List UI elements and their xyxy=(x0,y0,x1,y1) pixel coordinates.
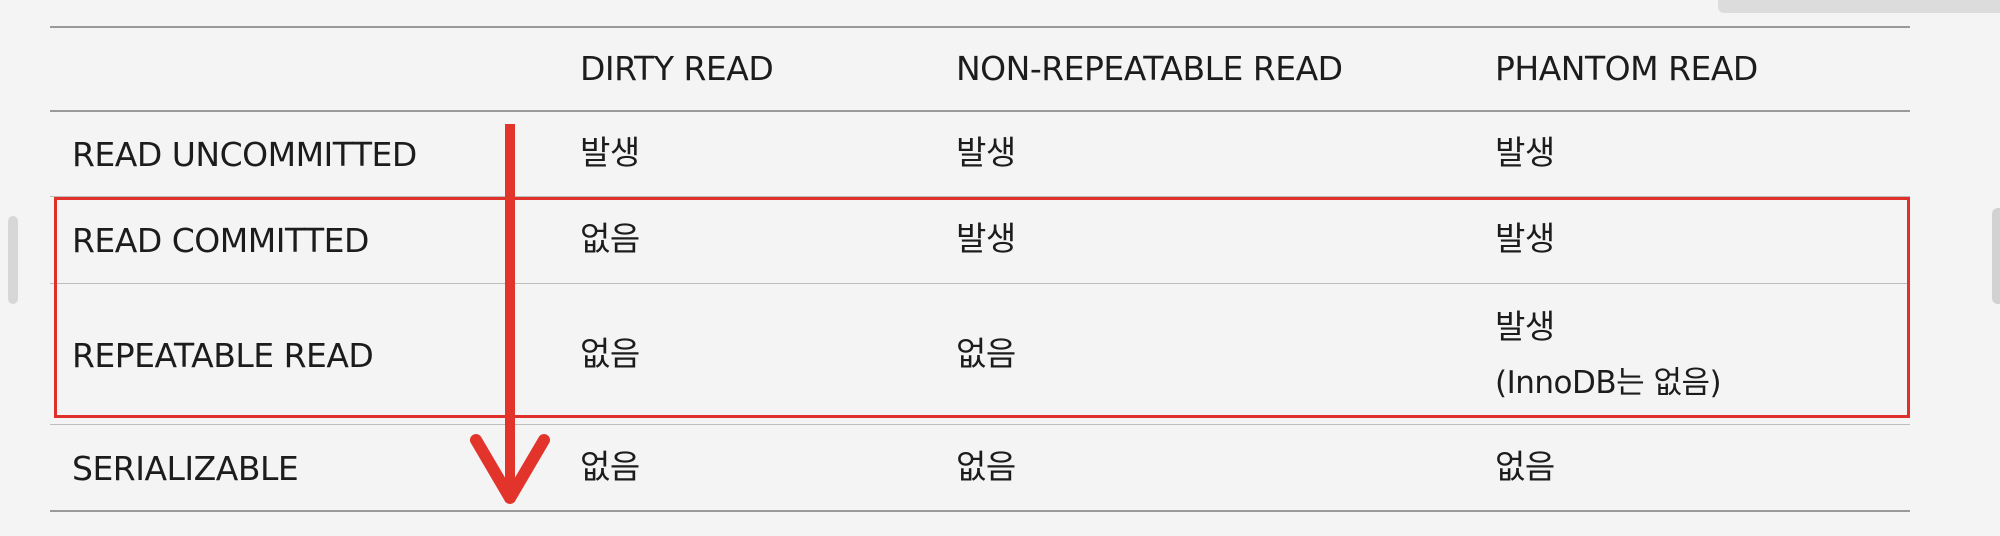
column-header-dirty-read: DIRTY READ xyxy=(580,49,774,88)
highlight-box xyxy=(54,197,1910,418)
table-cell: 발생 xyxy=(1495,133,1555,172)
arrow-down-icon xyxy=(470,434,550,504)
table-rule-top xyxy=(50,26,1910,28)
row-level-serializable: SERIALIZABLE xyxy=(72,449,299,488)
table-cell: 발생 xyxy=(1495,219,1555,258)
table-cell: 발생 xyxy=(580,133,640,172)
right-scroll-handle[interactable] xyxy=(1992,208,2000,304)
table-rule xyxy=(50,196,1910,197)
arrow-shaft xyxy=(505,124,515,502)
table-rule-bottom xyxy=(50,510,1910,512)
table-cell: 없음 xyxy=(580,334,640,373)
table-rule-header xyxy=(50,110,1910,112)
top-scroll-strip xyxy=(1718,0,2000,13)
table-cell: 없음 xyxy=(580,219,640,258)
table-cell: 없음 xyxy=(956,334,1016,373)
table-rule xyxy=(50,424,1910,425)
table-cell-note: (InnoDB는 없음) xyxy=(1495,365,1722,401)
table-cell: 없음 xyxy=(580,447,640,486)
table-cell: 없음 xyxy=(1495,447,1555,486)
row-level-read-committed: READ COMMITTED xyxy=(72,221,369,260)
table-cell: 발생 xyxy=(956,133,1016,172)
table-cell: 발생 xyxy=(1495,307,1555,346)
column-header-phantom-read: PHANTOM READ xyxy=(1495,49,1758,88)
table-cell: 없음 xyxy=(956,447,1016,486)
row-level-read-uncommitted: READ UNCOMMITTED xyxy=(72,135,417,174)
table-cell: 발생 xyxy=(956,219,1016,258)
row-level-repeatable-read: REPEATABLE READ xyxy=(72,336,374,375)
table-rule xyxy=(50,283,1910,284)
column-header-non-repeatable-read: NON-REPEATABLE READ xyxy=(956,49,1343,88)
left-scroll-handle[interactable] xyxy=(8,216,18,304)
